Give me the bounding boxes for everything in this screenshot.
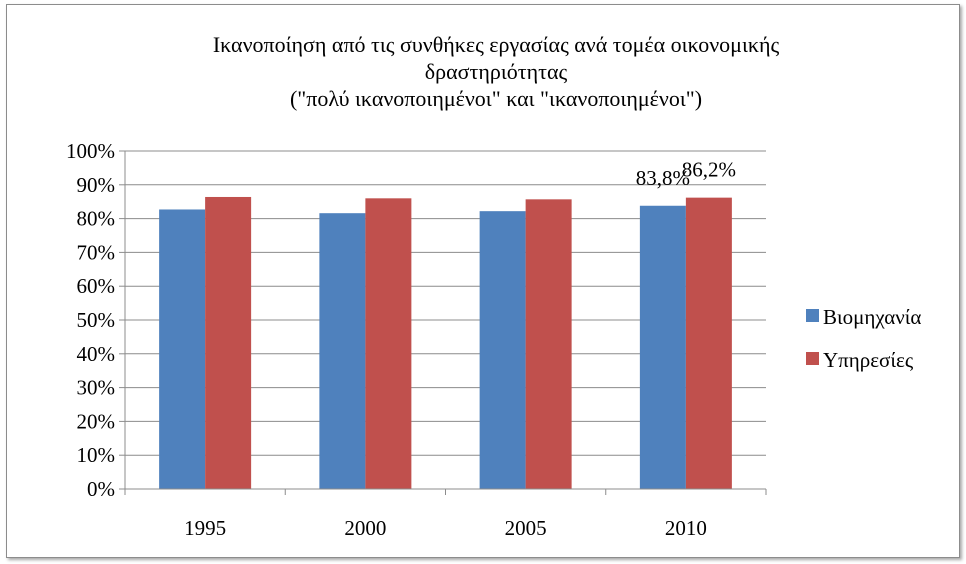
x-tick-labels: 1995 2000 2005 2010 [184,516,707,540]
y-tick-label: 50% [77,308,116,332]
bar-Βιομηχανία-1995 [159,209,206,489]
y-tick-label: 10% [77,443,116,467]
y-tick-label: 40% [77,342,116,366]
y-tick-labels: 0% 10% 20% 30% 40% 50% 60% 70% 80% 90% 100% [66,139,115,501]
bar-Υπηρεσίες-2005 [525,199,572,490]
data-label: 86,2% [682,158,736,182]
y-tick-label: 0% [87,477,115,501]
bars [159,196,732,490]
bar-Υπηρεσίες-2000 [365,198,412,489]
x-tick-label: 1995 [184,516,226,540]
y-tick-label: 20% [77,409,116,433]
y-tick-label: 30% [77,376,116,400]
y-tick-label: 100% [66,139,115,163]
y-tick-label: 70% [77,240,116,264]
bar-Βιομηχανία-2005 [479,211,526,489]
x-tick-label: 2000 [344,516,386,540]
y-tick-label: 60% [77,274,116,298]
chart-title-line-2: δραστηριότητας [425,59,568,84]
bar-Βιομηχανία-2000 [319,213,366,489]
bar-Βιομηχανία-2010 [639,205,686,490]
legend: Βιομηχανία Υπηρεσίες [806,305,921,372]
x-tick-label: 2005 [505,516,547,540]
y-tick-label: 80% [77,207,116,231]
bar-Υπηρεσίες-1995 [205,196,252,489]
chart-title: Ικανοποίηση από τις συνθήκες εργασίας αν… [213,32,780,111]
legend-swatch [806,352,819,365]
data-labels: 83,8%86,2% [636,158,736,190]
legend-swatch [806,309,819,322]
legend-label: Υπηρεσίες [823,348,914,372]
x-tick-label: 2010 [665,516,707,540]
axes [119,150,767,495]
chart-title-line-1: Ικανοποίηση από τις συνθήκες εργασίας αν… [213,32,780,57]
bar-Υπηρεσίες-2010 [685,197,732,490]
chart-title-line-3: ("πολύ ικανοποιημένοι" και "ικανοποιημέν… [290,86,702,111]
legend-label: Βιομηχανία [823,305,921,329]
data-label: 83,8% [636,166,690,190]
y-tick-label: 90% [77,173,116,197]
